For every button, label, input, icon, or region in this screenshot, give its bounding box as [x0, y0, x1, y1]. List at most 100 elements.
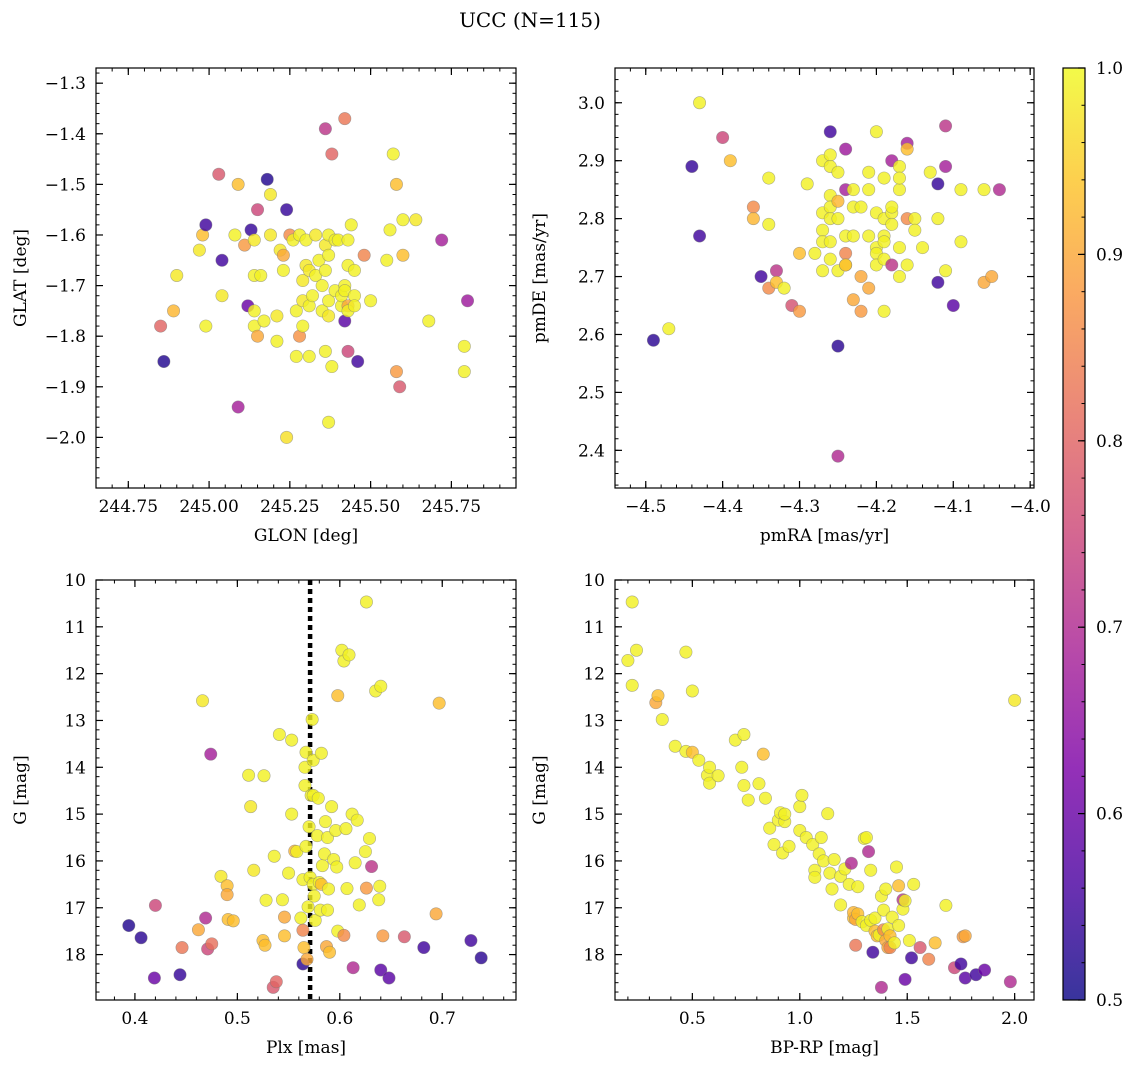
scatter-point: [685, 684, 699, 698]
scatter-point: [693, 96, 707, 110]
y-axis-label: G [mag]: [11, 755, 31, 824]
scatter-point: [777, 281, 791, 295]
scatter-point: [808, 870, 822, 884]
scatter-point: [854, 200, 868, 214]
x-tick-label: −4.3: [779, 497, 820, 517]
scatter-point: [885, 258, 899, 272]
scatter-point: [851, 880, 865, 894]
scatter-point: [199, 218, 213, 232]
scatter-point: [315, 859, 329, 873]
axes-frame: [614, 67, 1035, 489]
y-tick-label: 15: [583, 805, 605, 825]
scatter-point: [277, 929, 291, 943]
scatter-point: [931, 212, 945, 226]
scatter-point: [825, 882, 839, 896]
x-tick-label: 0.6: [326, 1009, 353, 1029]
y-tick-label: 13: [64, 711, 86, 731]
scatter-point: [461, 294, 475, 308]
y-tick-label: 2.4: [578, 441, 605, 461]
scatter-point: [892, 270, 906, 284]
scatter-point: [300, 952, 314, 966]
colorbar-tick-label: 0.9: [1096, 245, 1123, 265]
scatter-point: [321, 903, 335, 917]
scatter-point: [267, 849, 281, 863]
scatter-point: [741, 793, 755, 807]
scatter-point: [247, 233, 261, 247]
scatter-point: [866, 945, 880, 959]
scatter-point: [846, 293, 860, 307]
scatter-point: [251, 203, 265, 217]
x-tick-label: 2.0: [1001, 1009, 1028, 1029]
scatter-point: [341, 233, 355, 247]
scatter-point: [307, 889, 321, 903]
scatter-point: [302, 820, 316, 834]
scatter-point: [778, 807, 792, 821]
scatter-point: [946, 299, 960, 313]
scatter-point: [301, 900, 315, 914]
scatter-point: [685, 159, 699, 173]
scatter-point: [928, 936, 942, 950]
scatter-point: [294, 911, 308, 925]
x-tick-label: −4.0: [1010, 497, 1051, 517]
scatter-point: [280, 430, 294, 444]
scatter-point: [276, 263, 290, 277]
scatter-point: [396, 213, 410, 227]
scatter-point: [939, 159, 953, 173]
scatter-point: [908, 223, 922, 237]
scatter-point: [242, 768, 256, 782]
scatter-point: [806, 838, 820, 852]
scatter-point: [280, 203, 294, 217]
scatter-point: [393, 380, 407, 394]
scatter-point: [1008, 693, 1022, 707]
scatter-point: [992, 183, 1006, 197]
y-tick-label: 10: [64, 571, 86, 591]
scatter-point: [397, 930, 411, 944]
y-tick-label: 16: [583, 852, 605, 872]
scatter-point: [298, 779, 312, 793]
scatter-point: [762, 171, 776, 185]
scatter-point: [322, 415, 336, 429]
scatter-point: [923, 165, 937, 179]
scatter-point: [226, 914, 240, 928]
axes-frame: [614, 579, 1035, 1001]
scatter-point: [383, 223, 397, 237]
scatter-point: [900, 142, 914, 156]
scatter-point: [251, 329, 265, 343]
scatter-point: [337, 928, 351, 942]
scatter-point: [703, 776, 717, 790]
figure-title: UCC (N=115): [459, 8, 601, 32]
scatter-point: [204, 747, 218, 761]
y-axis-label: pmDE [mas/yr]: [530, 213, 550, 343]
scatter-point: [735, 760, 749, 774]
scatter-point: [892, 241, 906, 255]
scatter-point: [646, 333, 660, 347]
scatter-point: [1003, 975, 1017, 989]
scatter-point: [767, 838, 781, 852]
scatter-point: [846, 229, 860, 243]
scatter-point: [737, 779, 751, 793]
scatter-point: [344, 218, 358, 232]
scatter-point: [831, 165, 845, 179]
scatter-point: [322, 309, 336, 323]
scatter-point: [816, 264, 830, 278]
scatter-point: [305, 289, 319, 303]
scatter-point: [958, 929, 972, 943]
scatter-point: [823, 252, 837, 266]
scatter-point: [816, 223, 830, 237]
scatter-point: [885, 200, 899, 214]
scatter-point: [359, 881, 373, 895]
y-tick-label: 14: [583, 758, 605, 778]
scatter-point: [827, 853, 841, 867]
scatter-point: [763, 821, 777, 835]
scatter-point: [338, 112, 352, 126]
scatter-point: [220, 888, 234, 902]
scatter-point: [417, 941, 431, 955]
scatter-point: [247, 304, 261, 318]
scatter-point: [363, 831, 377, 845]
scatter-point: [247, 863, 261, 877]
scatter-point: [429, 907, 443, 921]
scatter-point: [905, 951, 919, 965]
scatter-point: [939, 119, 953, 133]
colorbar-tick-label: 0.8: [1096, 432, 1123, 452]
scatter-point: [651, 689, 665, 703]
